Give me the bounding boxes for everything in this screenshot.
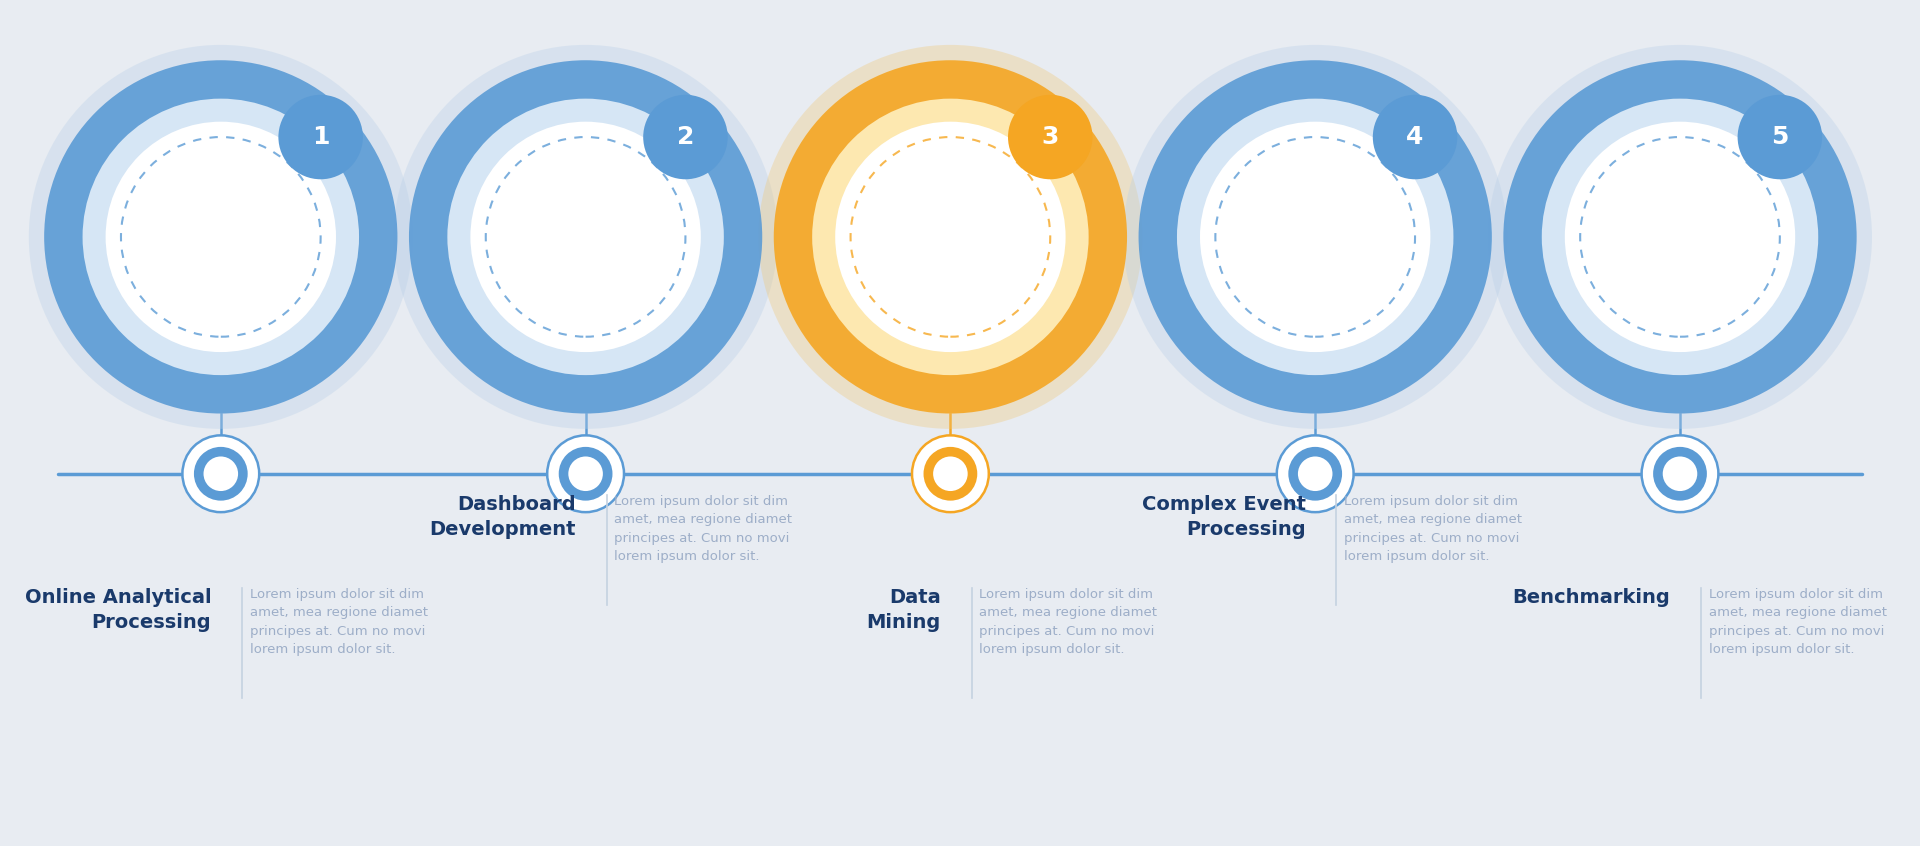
Ellipse shape xyxy=(278,95,363,179)
Ellipse shape xyxy=(1177,99,1453,375)
Ellipse shape xyxy=(1277,436,1354,512)
Ellipse shape xyxy=(1642,436,1718,512)
Ellipse shape xyxy=(1298,457,1332,491)
Text: Benchmarking: Benchmarking xyxy=(1513,588,1670,607)
Ellipse shape xyxy=(568,457,603,491)
Ellipse shape xyxy=(1139,60,1492,414)
Ellipse shape xyxy=(194,447,248,501)
Ellipse shape xyxy=(912,436,989,512)
Ellipse shape xyxy=(774,60,1127,414)
Ellipse shape xyxy=(1288,447,1342,501)
Text: 5: 5 xyxy=(1770,125,1789,149)
Ellipse shape xyxy=(182,436,259,512)
Ellipse shape xyxy=(924,447,977,501)
Text: 4: 4 xyxy=(1405,125,1425,149)
Text: Complex Event
Processing: Complex Event Processing xyxy=(1142,495,1306,539)
Text: Online Analytical
Processing: Online Analytical Processing xyxy=(25,588,211,632)
Ellipse shape xyxy=(1663,457,1697,491)
Ellipse shape xyxy=(912,436,989,512)
Ellipse shape xyxy=(933,457,968,491)
Text: Lorem ipsum dolor sit dim
amet, mea regione diamet
principes at. Cum no movi
lor: Lorem ipsum dolor sit dim amet, mea regi… xyxy=(250,588,428,656)
Ellipse shape xyxy=(559,447,612,501)
Ellipse shape xyxy=(1565,122,1795,352)
Text: 1: 1 xyxy=(311,125,330,149)
Ellipse shape xyxy=(547,436,624,512)
Ellipse shape xyxy=(835,122,1066,352)
Text: Data
Mining: Data Mining xyxy=(866,588,941,632)
Text: 3: 3 xyxy=(1041,125,1060,149)
Ellipse shape xyxy=(29,45,413,429)
Ellipse shape xyxy=(1123,45,1507,429)
Ellipse shape xyxy=(447,99,724,375)
Ellipse shape xyxy=(182,436,259,512)
Ellipse shape xyxy=(1738,95,1822,179)
Ellipse shape xyxy=(409,60,762,414)
Text: Dashboard
Development: Dashboard Development xyxy=(430,495,576,539)
Text: Lorem ipsum dolor sit dim
amet, mea regione diamet
principes at. Cum no movi
lor: Lorem ipsum dolor sit dim amet, mea regi… xyxy=(1709,588,1887,656)
Ellipse shape xyxy=(1642,436,1718,512)
Ellipse shape xyxy=(44,60,397,414)
Ellipse shape xyxy=(1653,447,1707,501)
Ellipse shape xyxy=(204,457,238,491)
Ellipse shape xyxy=(470,122,701,352)
Ellipse shape xyxy=(1503,60,1857,414)
Ellipse shape xyxy=(547,436,624,512)
Ellipse shape xyxy=(1488,45,1872,429)
Ellipse shape xyxy=(758,45,1142,429)
Ellipse shape xyxy=(812,99,1089,375)
Ellipse shape xyxy=(83,99,359,375)
Ellipse shape xyxy=(106,122,336,352)
Ellipse shape xyxy=(1373,95,1457,179)
Text: 2: 2 xyxy=(676,125,695,149)
Ellipse shape xyxy=(394,45,778,429)
Ellipse shape xyxy=(1542,99,1818,375)
Text: Lorem ipsum dolor sit dim
amet, mea regione diamet
principes at. Cum no movi
lor: Lorem ipsum dolor sit dim amet, mea regi… xyxy=(614,495,793,563)
Text: Lorem ipsum dolor sit dim
amet, mea regione diamet
principes at. Cum no movi
lor: Lorem ipsum dolor sit dim amet, mea regi… xyxy=(1344,495,1523,563)
Text: Lorem ipsum dolor sit dim
amet, mea regione diamet
principes at. Cum no movi
lor: Lorem ipsum dolor sit dim amet, mea regi… xyxy=(979,588,1158,656)
Ellipse shape xyxy=(1277,436,1354,512)
Ellipse shape xyxy=(1008,95,1092,179)
Ellipse shape xyxy=(1200,122,1430,352)
Ellipse shape xyxy=(643,95,728,179)
